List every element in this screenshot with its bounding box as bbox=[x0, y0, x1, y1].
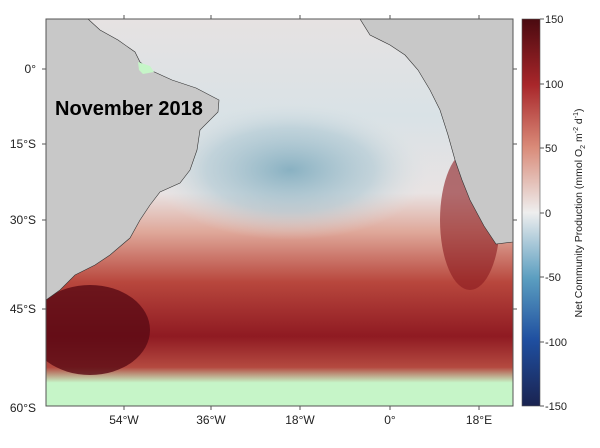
lat-label: 45°S bbox=[10, 302, 36, 316]
low-ncp-region bbox=[150, 100, 430, 240]
colorbar-tick: 100 bbox=[545, 79, 563, 91]
lon-label: 36°W bbox=[196, 413, 226, 427]
colorbar-tick: -100 bbox=[545, 337, 567, 349]
colorbar-tick: 0 bbox=[545, 208, 551, 220]
lat-label: 0° bbox=[25, 62, 37, 76]
colorbar bbox=[521, 18, 541, 407]
colorbar-tick: -50 bbox=[545, 272, 561, 284]
colorbar-tick: 50 bbox=[545, 143, 557, 155]
colorbar-label: Net Community Production (mmol O2 m-2 d-… bbox=[573, 109, 587, 318]
colorbar-tick: -150 bbox=[545, 401, 567, 413]
lat-label: 15°S bbox=[10, 137, 36, 151]
south-america-land bbox=[46, 19, 220, 301]
colorbar-tick: 150 bbox=[545, 14, 563, 26]
lat-label: 60°S bbox=[10, 401, 36, 415]
lon-label: 54°W bbox=[109, 413, 139, 427]
map-title: November 2018 bbox=[55, 98, 203, 120]
lon-label: 0° bbox=[384, 413, 396, 427]
africa-land bbox=[359, 19, 513, 245]
lat-label: 30°S bbox=[10, 213, 36, 227]
lon-label: 18°E bbox=[466, 413, 492, 427]
lon-label: 18°W bbox=[285, 413, 315, 427]
map-frame bbox=[45, 18, 514, 407]
